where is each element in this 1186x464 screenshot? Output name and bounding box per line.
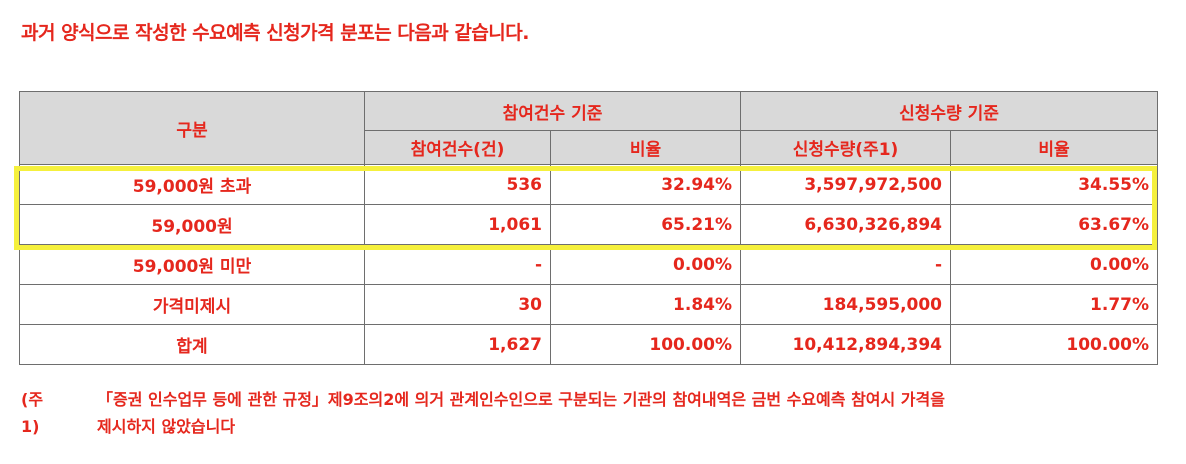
row-quantity-ratio: 63.67% bbox=[950, 204, 1159, 245]
row-count: 536 bbox=[364, 164, 551, 205]
row-quantity-ratio: 0.00% bbox=[950, 244, 1159, 285]
row-label: 가격미제시 bbox=[19, 284, 365, 325]
row-count-ratio: 65.21% bbox=[549, 204, 742, 245]
row-quantity: - bbox=[740, 244, 952, 285]
header-quantity: 신청수량(주1) bbox=[740, 130, 952, 165]
table-header-row-1: 구분 참여건수 기준 신청수량 기준 bbox=[19, 91, 1159, 165]
row-count: 1,627 bbox=[364, 324, 551, 365]
row-count: 1,061 bbox=[364, 204, 551, 245]
table-row: 59,000원 미만 - 0.00% - 0.00% bbox=[19, 244, 1159, 285]
footnote-tag: (주1) bbox=[21, 390, 44, 436]
table-row: 가격미제시 30 1.84% 184,595,000 1.77% bbox=[19, 284, 1159, 325]
price-distribution-table: 구분 참여건수 기준 신청수량 기준 참여건수(건) 비율 신청수량(주1) 비… bbox=[19, 91, 1159, 365]
row-label: 합계 bbox=[19, 324, 365, 365]
header-category: 구분 bbox=[19, 91, 365, 165]
table-total-row: 합계 1,627 100.00% 10,412,894,394 100.00% bbox=[19, 324, 1159, 365]
row-count-ratio: 100.00% bbox=[549, 324, 742, 365]
row-quantity: 10,412,894,394 bbox=[740, 324, 952, 365]
footnote-line-2: 제시하지 않았습니다 bbox=[97, 417, 236, 436]
header-participants-count: 참여건수(건) bbox=[364, 130, 551, 165]
table-row: 59,000원 초과 536 32.94% 3,597,972,500 34.5… bbox=[19, 164, 1159, 205]
footnote-body: 「증권 인수업무 등에 관한 규정」제9조의2에 의거 관계인수인으로 구분되는… bbox=[97, 386, 1177, 440]
row-quantity-ratio: 34.55% bbox=[950, 164, 1159, 205]
table-row: 59,000원 1,061 65.21% 6,630,326,894 63.67… bbox=[19, 204, 1159, 245]
header-participants-ratio: 비율 bbox=[549, 130, 742, 165]
row-quantity: 184,595,000 bbox=[740, 284, 952, 325]
page-heading: 과거 양식으로 작성한 수요예측 신청가격 분포는 다음과 같습니다. bbox=[21, 22, 529, 44]
row-count-ratio: 0.00% bbox=[549, 244, 742, 285]
header-group-participants: 참여건수 기준 bbox=[363, 91, 742, 131]
row-count: - bbox=[364, 244, 551, 285]
row-quantity-ratio: 1.77% bbox=[950, 284, 1159, 325]
header-group-quantity: 신청수량 기준 bbox=[740, 91, 1159, 131]
row-label: 59,000원 bbox=[19, 204, 365, 245]
row-count-ratio: 32.94% bbox=[549, 164, 742, 205]
header-quantity-ratio: 비율 bbox=[950, 130, 1159, 165]
row-quantity: 6,630,326,894 bbox=[740, 204, 952, 245]
row-quantity-ratio: 100.00% bbox=[950, 324, 1159, 365]
row-quantity: 3,597,972,500 bbox=[740, 164, 952, 205]
row-label: 59,000원 미만 bbox=[19, 244, 365, 285]
row-label: 59,000원 초과 bbox=[19, 164, 365, 205]
row-count: 30 bbox=[364, 284, 551, 325]
row-count-ratio: 1.84% bbox=[549, 284, 742, 325]
footnote-line-1: 「증권 인수업무 등에 관한 규정」제9조의2에 의거 관계인수인으로 구분되는… bbox=[97, 390, 945, 409]
table-header-row-2: 참여건수(건) 비율 신청수량(주1) 비율 bbox=[20, 130, 1159, 165]
